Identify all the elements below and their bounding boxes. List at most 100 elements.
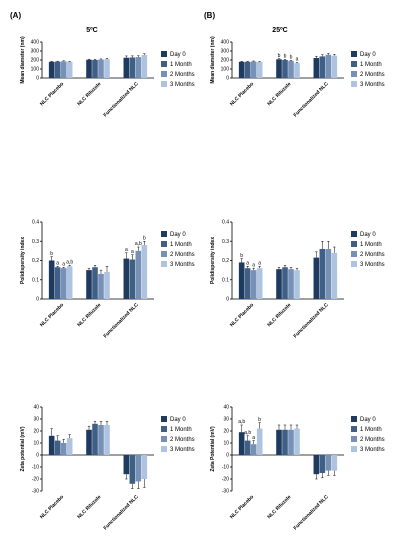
- y-tick-label: 300: [31, 49, 40, 55]
- significance-label: a: [62, 261, 65, 267]
- significance-label: a,b: [66, 260, 73, 266]
- bar: [129, 455, 136, 484]
- legend-swatch: [161, 251, 167, 257]
- bar: [256, 61, 263, 78]
- bar: [48, 435, 55, 455]
- bar: [244, 61, 251, 78]
- bar: [276, 269, 282, 299]
- bar: [294, 270, 300, 299]
- legend-label: Day 0: [360, 232, 376, 238]
- bar: [282, 429, 288, 455]
- legend-swatch: [161, 426, 167, 432]
- legend-swatch: [351, 241, 357, 247]
- y-tick-label: -20: [32, 477, 39, 483]
- significance-label: a: [252, 435, 255, 441]
- bar: [92, 60, 98, 78]
- category-label: NLC Placebo: [39, 494, 65, 520]
- bar: [104, 425, 110, 455]
- legend-label: 1 Month: [170, 242, 192, 248]
- bar: [256, 428, 263, 455]
- y-tick-label: -30: [222, 489, 229, 495]
- bar: [331, 252, 338, 299]
- category-label: NLC Riluzole: [76, 494, 102, 520]
- legend: Day 0 1 Month 2 Months 3 Months: [161, 51, 195, 88]
- bar: [256, 268, 263, 299]
- y-tick-label: 100: [221, 67, 230, 73]
- category-label: Functionalized NLC: [293, 494, 331, 532]
- bar: [288, 429, 294, 455]
- bar: [104, 59, 110, 78]
- y-tick-label: -10: [222, 465, 229, 471]
- legend-swatch: [161, 81, 167, 87]
- legend-label: Day 0: [360, 52, 376, 58]
- y-tick-label: 0.1: [32, 277, 39, 283]
- legend-label: 3 Months: [170, 447, 195, 453]
- legend-label: 2 Months: [360, 252, 385, 258]
- category-label: NLC Placebo: [39, 302, 65, 328]
- bar: [60, 443, 67, 455]
- bar: [48, 61, 55, 78]
- bar: [135, 57, 142, 78]
- bar: [294, 428, 300, 455]
- y-tick-label: 300: [221, 49, 230, 55]
- bar: [313, 257, 320, 299]
- significance-label: a: [56, 260, 59, 266]
- bar: [54, 61, 61, 78]
- bar: [141, 245, 148, 299]
- y-tick-label: 0.2: [222, 258, 229, 264]
- bar: [319, 455, 326, 473]
- bar: [325, 455, 332, 471]
- y-tick-label: 20: [223, 429, 229, 435]
- bar: [135, 250, 142, 299]
- category-label: NLC Riluzole: [266, 494, 292, 520]
- chart-6: -30 -20 -10 0 10 20 30 40 Zeta Potential (mV) a,b…: [210, 405, 385, 532]
- significance-label: b: [240, 253, 243, 259]
- bar: [129, 57, 136, 78]
- bar: [325, 248, 332, 299]
- category-label: NLC Placebo: [229, 494, 255, 520]
- legend-swatch: [351, 251, 357, 257]
- panel-label-a: (A): [10, 11, 21, 20]
- category-label: Functionalized NLC: [293, 81, 331, 119]
- legend: Day 0 1 Month 2 Months 3 Months: [351, 51, 385, 88]
- legend-swatch: [161, 436, 167, 442]
- y-tick-label: 30: [33, 417, 39, 423]
- y-tick-label: -10: [32, 465, 39, 471]
- y-tick-label: 200: [221, 58, 230, 64]
- legend-label: 2 Months: [360, 437, 385, 443]
- bar: [54, 440, 61, 455]
- temperature-label-b: 25ºC: [272, 27, 287, 34]
- legend-swatch: [351, 261, 357, 267]
- legend-label: 3 Months: [170, 82, 195, 88]
- y-tick-label: 0.1: [222, 277, 229, 283]
- y-tick-label: 0: [36, 453, 39, 459]
- category-label: Functionalized NLC: [293, 302, 331, 340]
- panel-label-b: (B): [204, 11, 215, 20]
- category-label: NLC Riluzole: [76, 81, 102, 107]
- temperature-label-a: 5ºC: [86, 27, 98, 34]
- y-axis-title: Mean diameter (nm): [210, 36, 216, 84]
- bar: [92, 423, 98, 455]
- legend-swatch: [351, 231, 357, 237]
- bar: [288, 60, 294, 78]
- significance-label: a: [131, 249, 134, 255]
- legend-label: 2 Months: [360, 72, 385, 78]
- significance-label: a,b: [244, 430, 251, 436]
- significance-label: b: [258, 417, 261, 423]
- legend-label: Day 0: [170, 232, 186, 238]
- y-axis-title: Zeta potential (mV): [20, 426, 26, 471]
- bar: [313, 455, 320, 475]
- significance-label: b: [143, 235, 146, 241]
- significance-label: b: [284, 54, 287, 60]
- bar: [123, 57, 130, 78]
- bar: [98, 273, 104, 299]
- bar: [123, 455, 130, 475]
- significance-label: a: [246, 260, 249, 266]
- bar: [104, 272, 110, 299]
- legend-swatch: [351, 416, 357, 422]
- bar: [66, 61, 73, 78]
- legend-label: Day 0: [170, 417, 186, 423]
- y-tick-label: 0: [226, 76, 229, 82]
